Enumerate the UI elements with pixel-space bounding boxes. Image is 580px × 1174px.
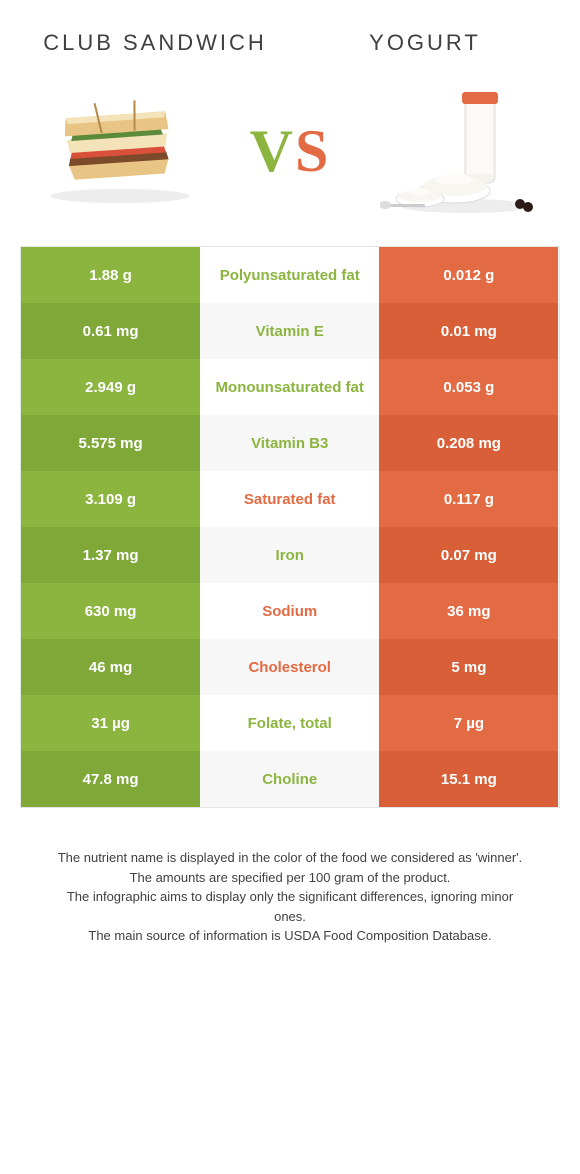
footer-line: The amounts are specified per 100 gram o… xyxy=(50,868,530,888)
right-value: 0.053 g xyxy=(379,359,558,415)
nutrient-label: Folate, total xyxy=(200,695,379,751)
left-value: 5.575 mg xyxy=(21,415,200,471)
sandwich-image xyxy=(30,86,210,216)
table-row: 46 mgCholesterol5 mg xyxy=(21,639,559,695)
left-value: 47.8 mg xyxy=(21,751,200,807)
table-row: 31 µgFolate, total7 µg xyxy=(21,695,559,751)
left-value: 3.109 g xyxy=(21,471,200,527)
right-value: 7 µg xyxy=(379,695,558,751)
left-value: 1.37 mg xyxy=(21,527,200,583)
nutrient-label: Choline xyxy=(200,751,379,807)
right-value: 5 mg xyxy=(379,639,558,695)
nutrient-label: Vitamin E xyxy=(200,303,379,359)
right-value: 0.012 g xyxy=(379,247,558,303)
left-food-title: CLUB SANDWICH xyxy=(34,30,277,56)
right-value: 0.208 mg xyxy=(379,415,558,471)
table-row: 3.109 gSaturated fat0.117 g xyxy=(21,471,559,527)
left-value: 1.88 g xyxy=(21,247,200,303)
right-value: 0.07 mg xyxy=(379,527,558,583)
nutrient-label: Saturated fat xyxy=(200,471,379,527)
vs-row: VS xyxy=(0,66,580,246)
header: CLUB SANDWICH YOGURT xyxy=(0,0,580,66)
left-value: 0.61 mg xyxy=(21,303,200,359)
left-value: 31 µg xyxy=(21,695,200,751)
right-value: 15.1 mg xyxy=(379,751,558,807)
nutrient-label: Monounsaturated fat xyxy=(200,359,379,415)
left-value: 630 mg xyxy=(21,583,200,639)
table-row: 1.88 gPolyunsaturated fat0.012 g xyxy=(21,247,559,303)
footer-line: The infographic aims to display only the… xyxy=(50,887,530,926)
left-value: 46 mg xyxy=(21,639,200,695)
right-value: 36 mg xyxy=(379,583,558,639)
table-row: 630 mgSodium36 mg xyxy=(21,583,559,639)
footer-line: The main source of information is USDA F… xyxy=(50,926,530,946)
nutrient-label: Iron xyxy=(200,527,379,583)
nutrient-label: Vitamin B3 xyxy=(200,415,379,471)
table-row: 0.61 mgVitamin E0.01 mg xyxy=(21,303,559,359)
left-value: 2.949 g xyxy=(21,359,200,415)
footer-line: The nutrient name is displayed in the co… xyxy=(50,848,530,868)
nutrient-label: Polyunsaturated fat xyxy=(200,247,379,303)
yogurt-image xyxy=(370,86,550,216)
nutrient-label: Sodium xyxy=(200,583,379,639)
table-row: 47.8 mgCholine15.1 mg xyxy=(21,751,559,807)
table-row: 5.575 mgVitamin B30.208 mg xyxy=(21,415,559,471)
right-food-title: YOGURT xyxy=(304,30,547,56)
comparison-table: 1.88 gPolyunsaturated fat0.012 g0.61 mgV… xyxy=(20,246,560,808)
right-value: 0.01 mg xyxy=(379,303,558,359)
vs-label: VS xyxy=(250,117,331,186)
right-value: 0.117 g xyxy=(379,471,558,527)
table-row: 2.949 gMonounsaturated fat0.053 g xyxy=(21,359,559,415)
table-row: 1.37 mgIron0.07 mg xyxy=(21,527,559,583)
footer-notes: The nutrient name is displayed in the co… xyxy=(0,808,580,946)
nutrient-label: Cholesterol xyxy=(200,639,379,695)
